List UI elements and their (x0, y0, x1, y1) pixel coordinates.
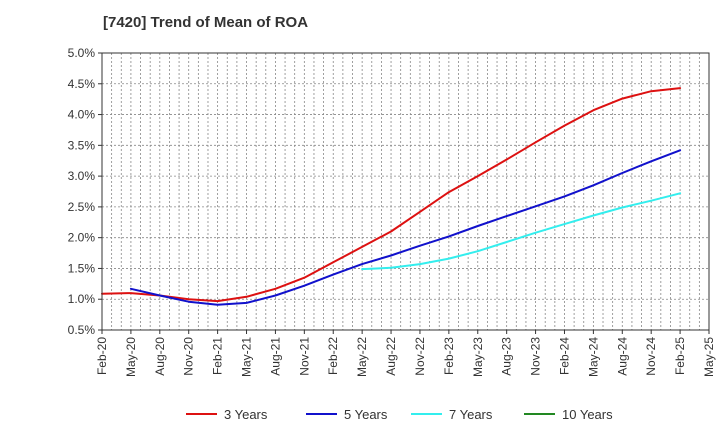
y-tick-label: 2.0% (68, 231, 96, 245)
legend-label-3-years: 3 Years (224, 407, 268, 422)
x-tick-label: Feb-22 (326, 337, 340, 375)
x-axis: Feb-20 May-20 Aug-20 Nov-20 Feb-21 May-21 Aug-… (95, 330, 716, 377)
y-tick-label: 3.5% (68, 138, 96, 152)
x-tick-label: May-23 (471, 337, 485, 377)
series-line-5-years (129, 149, 682, 306)
grid (102, 53, 709, 330)
series-line-7-years (361, 192, 682, 271)
y-tick-label: 1.0% (68, 292, 96, 306)
x-tick-label: May-24 (586, 337, 600, 377)
y-tick-label: 2.5% (68, 200, 96, 214)
legend-label-10-years: 10 Years (562, 407, 613, 422)
y-tick-label: 4.0% (68, 108, 96, 122)
plot-border (101, 52, 710, 331)
legend-label-7-years: 7 Years (449, 407, 493, 422)
x-tick-label: Nov-23 (529, 337, 543, 376)
x-tick-label: Feb-21 (211, 337, 225, 375)
x-tick-label: Aug-23 (500, 337, 514, 376)
x-tick-label: May-20 (124, 337, 138, 377)
x-tick-label: Nov-22 (413, 337, 427, 376)
x-tick-label: May-21 (240, 337, 254, 377)
x-tick-label: Aug-22 (384, 337, 398, 376)
series-line-3-years (101, 87, 682, 303)
y-axis: 0.5% 1.0% 1.5% 2.0% 2.5% 3.0% 3.5% 4.0% 4.5% 5.0% (68, 46, 102, 337)
legend: 3 Years 5 Years 7 Years 10 Years (186, 407, 613, 422)
legend-label-5-years: 5 Years (344, 407, 388, 422)
x-tick-label: Aug-20 (153, 337, 167, 376)
x-tick-label: Nov-21 (297, 337, 311, 376)
chart-title: [7420] Trend of Mean of ROA (103, 14, 309, 31)
x-tick-label: Feb-23 (442, 337, 456, 375)
x-tick-label: May-22 (355, 337, 369, 377)
y-tick-label: 5.0% (68, 46, 96, 60)
y-tick-label: 0.5% (68, 323, 96, 337)
x-tick-label: Aug-21 (268, 337, 282, 376)
x-tick-label: Nov-20 (182, 337, 196, 376)
x-tick-label: May-25 (702, 337, 716, 377)
y-tick-label: 1.5% (68, 261, 96, 275)
y-tick-label: 3.0% (68, 169, 96, 183)
series-lines (101, 87, 682, 306)
x-tick-label: Feb-24 (557, 337, 571, 375)
x-tick-label: Feb-20 (95, 337, 109, 375)
x-tick-label: Aug-24 (615, 337, 629, 376)
plot-background (102, 53, 709, 330)
y-tick-label: 4.5% (68, 77, 96, 91)
x-tick-label: Nov-24 (644, 337, 658, 376)
x-tick-label: Feb-25 (673, 337, 687, 375)
